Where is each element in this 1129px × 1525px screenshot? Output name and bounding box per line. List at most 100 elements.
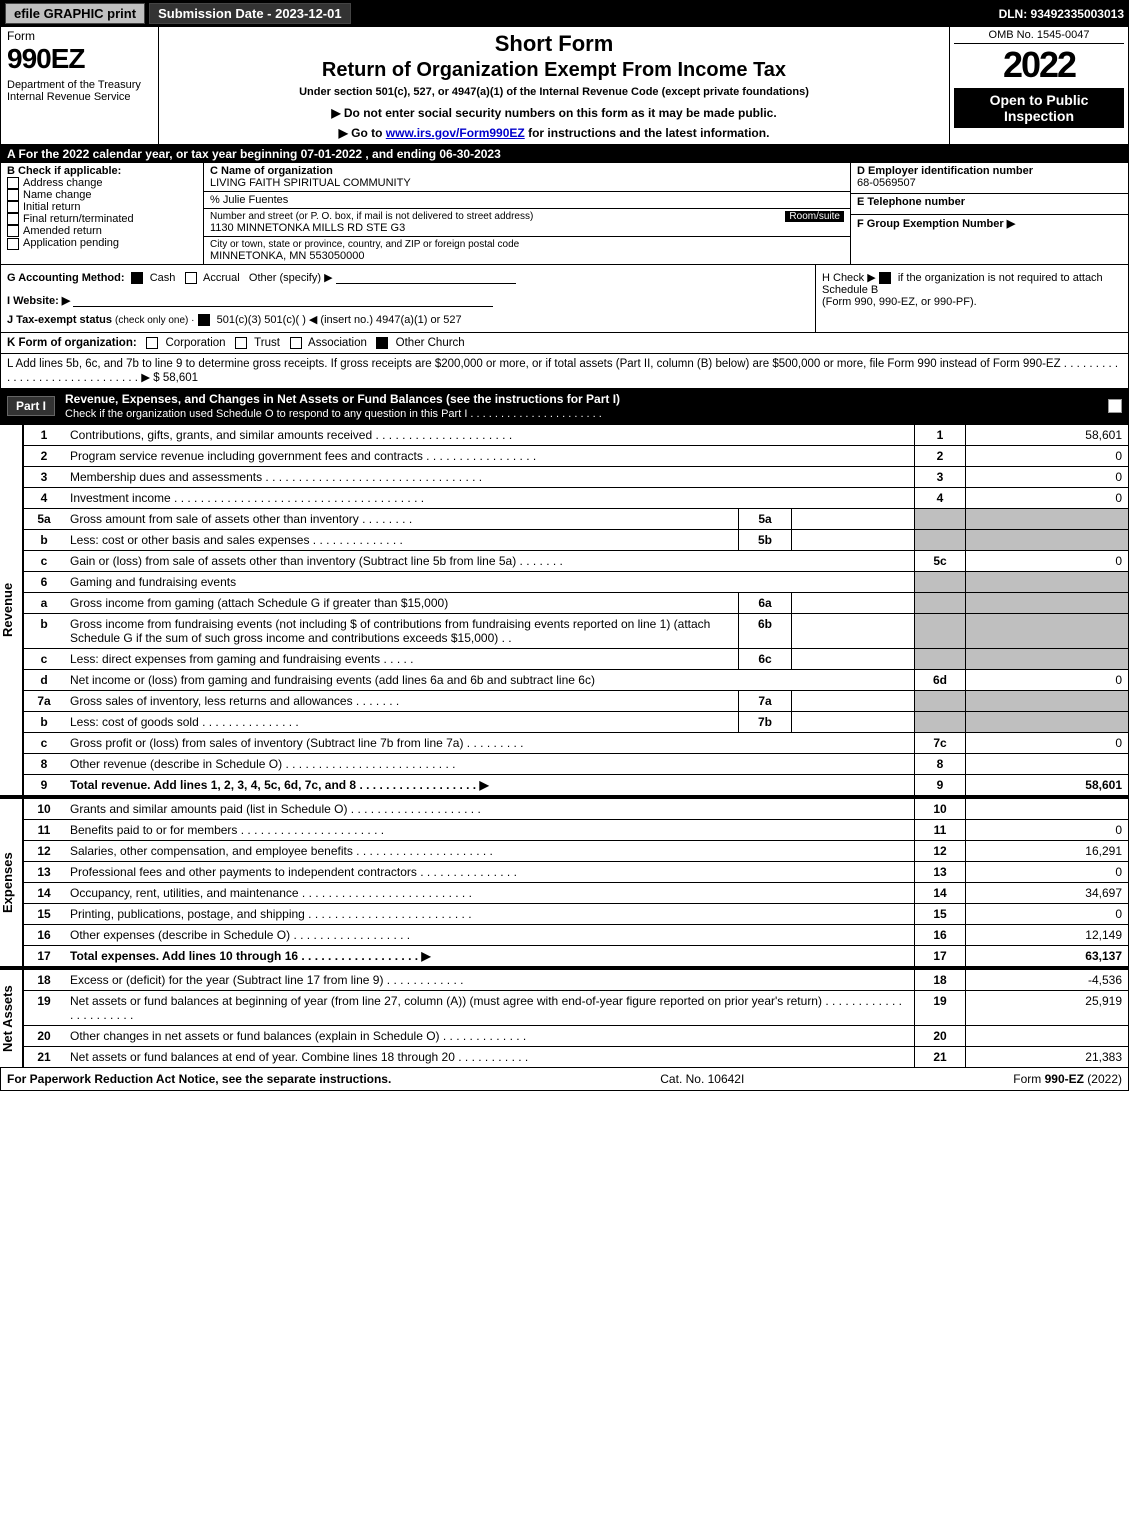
d-label: D Employer identification number — [857, 165, 1122, 177]
tax-year: 2022 — [954, 44, 1124, 86]
i-website: I Website: ▶ — [7, 294, 809, 307]
line-6d: dNet income or (loss) from gaming and fu… — [24, 670, 1129, 691]
net-assets-table: 18Excess or (deficit) for the year (Subt… — [23, 969, 1129, 1068]
revenue-table: 1Contributions, gifts, grants, and simil… — [23, 424, 1129, 796]
line-12: 12Salaries, other compensation, and empl… — [24, 841, 1129, 862]
line-16: 16Other expenses (describe in Schedule O… — [24, 925, 1129, 946]
line-14: 14Occupancy, rent, utilities, and mainte… — [24, 883, 1129, 904]
paperwork-notice: For Paperwork Reduction Act Notice, see … — [7, 1072, 391, 1086]
line-19: 19Net assets or fund balances at beginni… — [24, 991, 1129, 1026]
chk-other-org[interactable] — [376, 337, 388, 349]
part-i-subtitle: Check if the organization used Schedule … — [65, 408, 602, 420]
expenses-side-label: Expenses — [0, 798, 23, 967]
chk-address-change[interactable]: Address change — [7, 177, 197, 189]
top-bar: efile GRAPHIC print Submission Date - 20… — [0, 0, 1129, 27]
form-number: 990EZ — [7, 43, 152, 75]
submission-date-button[interactable]: Submission Date - 2023-12-01 — [149, 3, 351, 24]
line-10: 10Grants and similar amounts paid (list … — [24, 799, 1129, 820]
chk-assoc[interactable] — [290, 337, 302, 349]
website-line[interactable] — [73, 294, 493, 307]
form-word: Form — [7, 29, 152, 43]
addr-label: Number and street (or P. O. box, if mail… — [210, 211, 785, 222]
j-tax-exempt: J Tax-exempt status (check only one) · 5… — [7, 313, 809, 326]
line-6c: cLess: direct expenses from gaming and f… — [24, 649, 1129, 670]
line-9: 9Total revenue. Add lines 1, 2, 3, 4, 5c… — [24, 775, 1129, 796]
short-form-title: Short Form — [165, 31, 943, 57]
line-5c: cGain or (loss) from sale of assets othe… — [24, 551, 1129, 572]
l-gross-receipts: L Add lines 5b, 6c, and 7b to line 9 to … — [0, 354, 1129, 389]
chk-trust[interactable] — [235, 337, 247, 349]
chk-corp[interactable] — [146, 337, 158, 349]
col-b: B Check if applicable: Address change Na… — [1, 163, 204, 264]
page-footer: For Paperwork Reduction Act Notice, see … — [0, 1068, 1129, 1091]
line-4: 4Investment income . . . . . . . . . . .… — [24, 488, 1129, 509]
col-c: C Name of organization LIVING FAITH SPIR… — [204, 163, 851, 264]
f-label: F Group Exemption Number ▶ — [857, 218, 1015, 230]
line-6a: aGross income from gaming (attach Schedu… — [24, 593, 1129, 614]
line-7b: bLess: cost of goods sold . . . . . . . … — [24, 712, 1129, 733]
section-bcdef: B Check if applicable: Address change Na… — [0, 163, 1129, 265]
other-specify-line[interactable] — [336, 271, 516, 284]
cat-no: Cat. No. 10642I — [660, 1072, 744, 1086]
form-title: Return of Organization Exempt From Incom… — [165, 59, 943, 82]
c-label: C Name of organization — [210, 165, 844, 177]
city-state-zip: MINNETONKA, MN 553050000 — [210, 250, 844, 262]
col-def: D Employer identification number 68-0569… — [851, 163, 1128, 264]
dln-label: DLN: 93492335003013 — [999, 7, 1124, 21]
omb-number: OMB No. 1545-0047 — [954, 29, 1124, 44]
chk-final-return[interactable]: Final return/terminated — [7, 213, 197, 225]
line-17: 17Total expenses. Add lines 10 through 1… — [24, 946, 1129, 967]
header-left: Form 990EZ Department of the Treasury In… — [1, 27, 159, 144]
ssn-warning: ▶ Do not enter social security numbers o… — [165, 106, 943, 120]
chk-schedule-o[interactable]: ✔ — [1108, 399, 1122, 413]
line-20: 20Other changes in net assets or fund ba… — [24, 1026, 1129, 1047]
tax-year-bar: A For the 2022 calendar year, or tax yea… — [0, 145, 1129, 163]
chk-h[interactable] — [879, 272, 891, 284]
gross-receipts-amount: 58,601 — [163, 372, 198, 384]
chk-initial-return[interactable]: Initial return — [7, 201, 197, 213]
chk-501c3[interactable] — [198, 314, 210, 326]
irs-link[interactable]: www.irs.gov/Form990EZ — [386, 126, 525, 140]
street-address: 1130 MINNETONKA MILLS RD STE G3 — [210, 222, 785, 234]
line-6b: bGross income from fundraising events (n… — [24, 614, 1129, 649]
goto-suffix: for instructions and the latest informat… — [528, 126, 769, 140]
chk-application-pending[interactable]: Application pending — [7, 237, 197, 249]
chk-name-change[interactable]: Name change — [7, 189, 197, 201]
net-assets-section: Net Assets 18Excess or (deficit) for the… — [0, 967, 1129, 1068]
line-1: 1Contributions, gifts, grants, and simil… — [24, 425, 1129, 446]
k-form-of-org: K Form of organization: Corporation Trus… — [0, 333, 1129, 354]
expenses-section: Expenses 10Grants and similar amounts pa… — [0, 796, 1129, 967]
ein-value: 68-0569507 — [857, 177, 1122, 189]
revenue-side-label: Revenue — [0, 424, 23, 796]
efile-print-button[interactable]: efile GRAPHIC print — [5, 3, 145, 24]
line-15: 15Printing, publications, postage, and s… — [24, 904, 1129, 925]
g-accounting-method: G Accounting Method: Cash Accrual Other … — [7, 271, 809, 284]
form-header: Form 990EZ Department of the Treasury In… — [0, 27, 1129, 145]
net-assets-side-label: Net Assets — [0, 969, 23, 1068]
org-name: LIVING FAITH SPIRITUAL COMMUNITY — [210, 177, 844, 189]
line-21: 21Net assets or fund balances at end of … — [24, 1047, 1129, 1068]
header-right: OMB No. 1545-0047 2022 Open to Public In… — [950, 27, 1128, 144]
line-6: 6Gaming and fundraising events — [24, 572, 1129, 593]
chk-accrual[interactable] — [185, 272, 197, 284]
department-label: Department of the Treasury Internal Reve… — [7, 79, 152, 103]
chk-amended-return[interactable]: Amended return — [7, 225, 197, 237]
public-inspection-badge: Open to Public Inspection — [954, 88, 1124, 128]
room-suite-label: Room/suite — [785, 211, 844, 222]
header-center: Short Form Return of Organization Exempt… — [159, 27, 950, 144]
line-5b: bLess: cost or other basis and sales exp… — [24, 530, 1129, 551]
section-ghij: G Accounting Method: Cash Accrual Other … — [0, 265, 1129, 333]
chk-cash[interactable] — [131, 272, 143, 284]
care-of: % Julie Fuentes — [210, 194, 844, 206]
other-org-value: Church — [428, 337, 465, 349]
revenue-section: Revenue 1Contributions, gifts, grants, a… — [0, 423, 1129, 796]
line-7c: cGross profit or (loss) from sales of in… — [24, 733, 1129, 754]
expenses-table: 10Grants and similar amounts paid (list … — [23, 798, 1129, 967]
line-2: 2Program service revenue including gover… — [24, 446, 1129, 467]
line-5a: 5aGross amount from sale of assets other… — [24, 509, 1129, 530]
part-i-header: Part I Revenue, Expenses, and Changes in… — [0, 389, 1129, 423]
city-label: City or town, state or province, country… — [210, 239, 844, 250]
e-label: E Telephone number — [857, 196, 965, 208]
form-footer-right: Form 990-EZ (2022) — [1013, 1072, 1122, 1086]
b-header: B Check if applicable: — [7, 165, 197, 177]
